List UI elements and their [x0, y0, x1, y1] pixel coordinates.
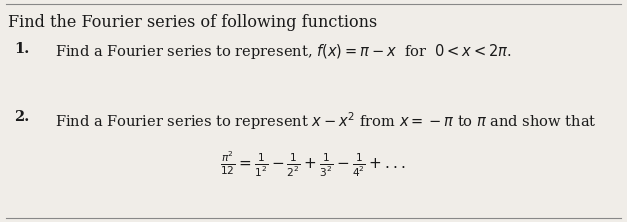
- Text: 2.: 2.: [14, 110, 29, 124]
- Text: 1.: 1.: [14, 42, 29, 56]
- Text: $\frac{\pi^2}{12} = \frac{1}{1^2} - \frac{1}{2^2} + \frac{1}{3^2} - \frac{1}{4^2: $\frac{\pi^2}{12} = \frac{1}{1^2} - \fra…: [220, 150, 406, 179]
- Text: Find the Fourier series of following functions: Find the Fourier series of following fun…: [8, 14, 377, 31]
- Text: Find a Fourier series to represent, $f(x) = \pi - x$  for  $0 < x < 2\pi$.: Find a Fourier series to represent, $f(x…: [55, 42, 512, 61]
- Text: Find a Fourier series to represent $x - x^2$ from $x =  -\pi$ to $\pi$ and show : Find a Fourier series to represent $x - …: [55, 110, 597, 132]
